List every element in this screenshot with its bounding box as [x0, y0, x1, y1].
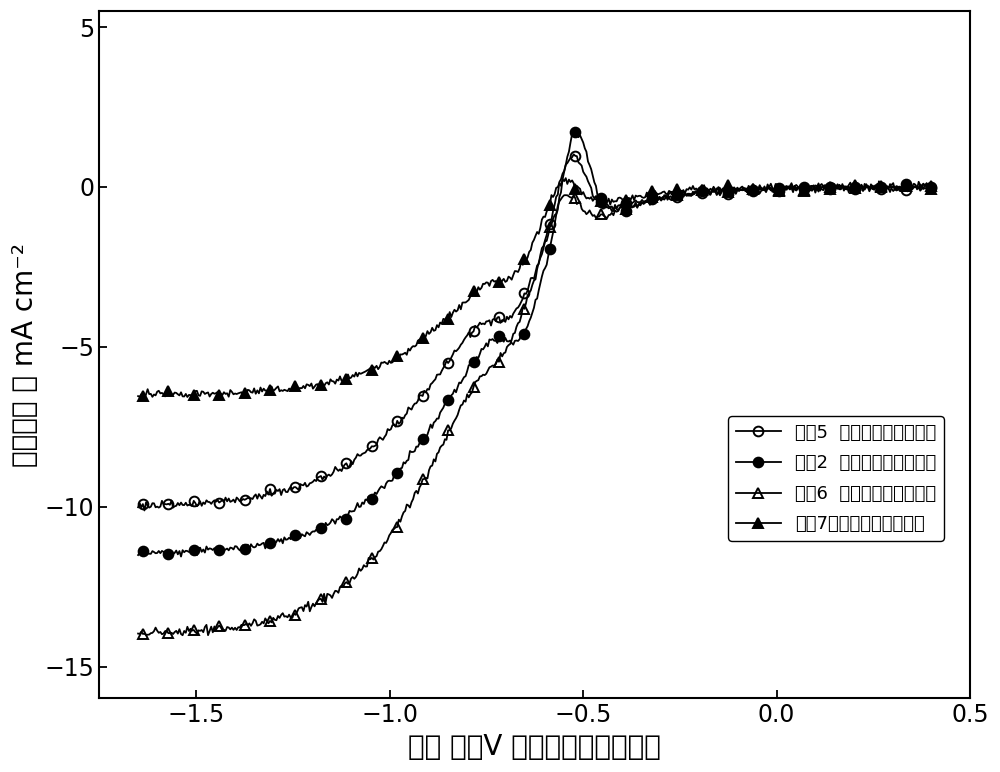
Y-axis label: 电流密度 ／ mA cm⁻²: 电流密度 ／ mA cm⁻²: [11, 242, 39, 467]
Legend: 实例5  二氧化碳还原却化剑, 实例2  二氧化碳还原却化剑, 实例6  二氧化碳还原却化剑, 实例7二氧化碳还原却化剑: 实例5 二氧化碳还原却化剑, 实例2 二氧化碳还原却化剑, 实例6 二氧化碳还原…: [728, 416, 944, 540]
X-axis label: 电位 ／（V 相对于标准氢电极）: 电位 ／（V 相对于标准氢电极）: [408, 733, 661, 761]
